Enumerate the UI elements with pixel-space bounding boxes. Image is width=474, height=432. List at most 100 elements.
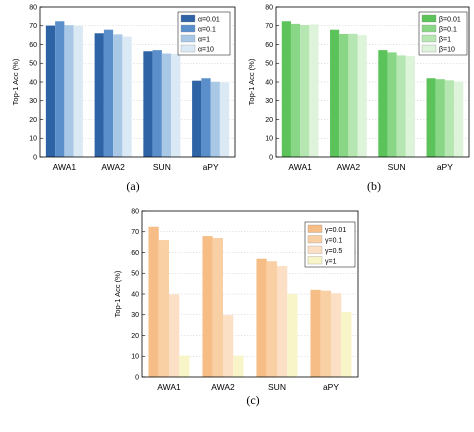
legend-entry: γ=1 <box>325 259 337 266</box>
bar <box>357 35 367 157</box>
legend-swatch <box>307 256 323 265</box>
y-tick-label: 50 <box>131 271 139 278</box>
plot-frame <box>141 210 359 378</box>
y-tick-label: 30 <box>265 98 273 105</box>
legend-swatch <box>421 44 437 53</box>
bar <box>277 265 288 377</box>
bar <box>152 50 162 157</box>
bar <box>201 78 211 157</box>
chart-panel-3: 0 10 20 30 40 50 60 70 80 AWA1 AWA2 SUN aPY Top-1 Acc… <box>113 208 359 407</box>
y-tick-label: 80 <box>131 208 139 215</box>
x-tick-label: SUN <box>388 162 406 172</box>
y-tick-label: 0 <box>269 154 273 161</box>
legend: β=0.01 β=0.1 β=1 β=10 <box>418 11 468 56</box>
bar <box>73 25 83 157</box>
y-tick-label: 40 <box>265 79 273 86</box>
bar <box>210 81 220 157</box>
legend-entry: β=10 <box>439 47 455 54</box>
bar <box>454 81 464 157</box>
bar <box>309 24 319 157</box>
bar <box>233 355 244 377</box>
bar <box>281 21 291 157</box>
x-tick-label: AWA2 <box>337 162 361 172</box>
x-tick-label: AWA1 <box>157 382 181 392</box>
y-tick-label: 40 <box>29 79 37 86</box>
legend-swatch <box>307 224 323 233</box>
y-tick-label: 20 <box>131 333 139 340</box>
x-tick-label: AWA1 <box>288 162 312 172</box>
bar <box>212 237 223 377</box>
bar <box>113 34 123 157</box>
bar <box>290 23 301 157</box>
y-tick-label: 30 <box>29 98 37 105</box>
bar <box>122 36 132 157</box>
y-tick-label: 10 <box>265 136 273 143</box>
bar <box>158 240 169 377</box>
bar <box>179 355 190 377</box>
x-tick-label: AWA2 <box>211 382 235 392</box>
bar <box>339 34 349 157</box>
legend: γ=0.01 γ=0.1 γ=0.5 γ=1 <box>304 221 356 268</box>
y-axis-label: Top-1 Acc (%) <box>247 58 256 105</box>
x-tick-label: AWA1 <box>53 162 77 172</box>
bar <box>331 293 342 377</box>
y-tick-label: 40 <box>131 291 139 298</box>
legend-swatch <box>180 44 196 53</box>
x-tick-label: aPY <box>437 162 453 172</box>
legend-entry: α=0.01 <box>198 17 220 24</box>
y-tick-label: 0 <box>33 154 37 161</box>
bar <box>192 80 202 157</box>
x-tick-label: AWA2 <box>101 162 125 172</box>
bar <box>396 55 406 157</box>
legend: α=0.01 α=0.1 α=1 α=10 <box>177 11 231 56</box>
y-tick-label: 20 <box>265 117 273 124</box>
y-tick-label: 10 <box>131 354 139 361</box>
y-tick-label: 10 <box>29 136 37 143</box>
bar <box>161 53 172 157</box>
bar <box>435 79 445 157</box>
bar <box>341 312 352 377</box>
legend-entry: γ=0.1 <box>325 238 342 245</box>
bar <box>94 33 104 157</box>
plot-frame <box>39 6 236 158</box>
y-tick-label: 60 <box>29 42 37 49</box>
bar <box>426 78 436 157</box>
bar <box>64 25 74 157</box>
bar <box>348 33 358 157</box>
legend-swatch <box>421 24 437 33</box>
plot-frame <box>275 6 470 158</box>
bar <box>300 25 310 157</box>
legend-entry: α=1 <box>198 37 210 44</box>
y-tick-label: 70 <box>265 23 273 30</box>
bar <box>202 236 213 377</box>
bar <box>378 50 388 157</box>
bar <box>320 290 331 377</box>
y-tick-label: 60 <box>265 42 273 49</box>
chart-panel-2: 0 10 20 30 40 50 60 70 80 AWA1 AWA2 SUN aPY Top-1 Acc… <box>247 4 470 193</box>
legend-entry: β=1 <box>439 37 451 44</box>
bar <box>103 29 114 157</box>
bar <box>330 29 340 157</box>
bar <box>223 315 234 377</box>
legend-entry: γ=0.01 <box>325 227 346 234</box>
bar <box>219 82 230 157</box>
y-tick-label: 70 <box>29 23 37 30</box>
legend-swatch <box>180 14 196 23</box>
legend-swatch <box>180 34 196 43</box>
y-tick-label: 80 <box>265 4 273 11</box>
y-tick-label: 60 <box>131 250 139 257</box>
y-tick-label: 50 <box>29 61 37 68</box>
bar <box>256 258 267 377</box>
bar <box>45 25 56 157</box>
bar <box>405 55 415 157</box>
bar <box>387 52 397 157</box>
legend-entry: γ=0.5 <box>325 248 342 255</box>
bar <box>171 53 181 157</box>
y-axis-label: Top-1 Acc (%) <box>11 58 20 105</box>
bar <box>143 51 153 157</box>
x-tick-label: aPY <box>203 162 219 172</box>
chart-panel-1: 0 10 20 30 40 50 60 70 80 AWA1 AWA2 SUN aPY Top-1 Acc… <box>11 4 236 193</box>
legend-entry: α=0.1 <box>198 27 216 34</box>
y-tick-label: 50 <box>265 61 273 68</box>
